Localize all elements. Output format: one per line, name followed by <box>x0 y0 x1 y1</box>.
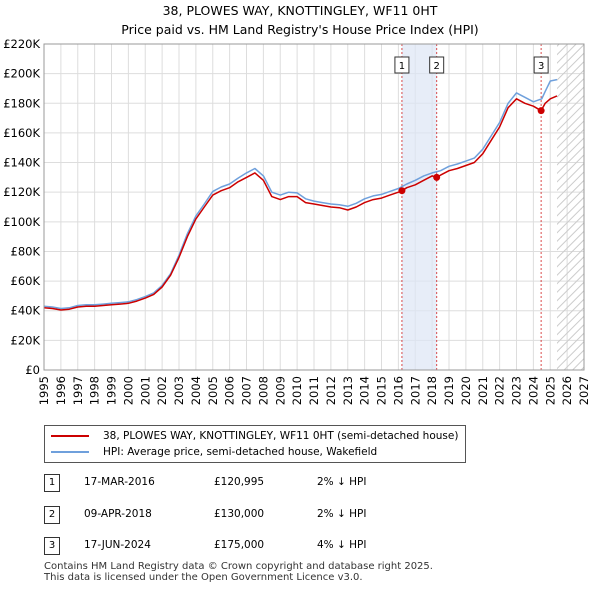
sale-span-shade <box>401 44 437 370</box>
chart-subtitle: Price paid vs. HM Land Registry's House … <box>121 22 479 37</box>
sale-label-text: 1 <box>399 61 405 72</box>
sale-price: £175,000 <box>214 539 265 551</box>
x-tick-label: 2021 <box>476 376 490 405</box>
axes: £0 £20K £40K £60K £80K £100K £120K £140K £160K £1… <box>3 37 591 405</box>
x-tick-label: 2004 <box>189 376 203 405</box>
chart-title-line1: 38, PLOWES WAY, KNOTTINGLEY, WF11 0HT <box>162 3 438 18</box>
x-tick-label: 2006 <box>223 376 237 405</box>
grid <box>43 43 585 371</box>
sale-label-text: 2 <box>433 61 439 72</box>
x-tick-label: 1998 <box>88 376 102 405</box>
x-tick-label: 2023 <box>510 376 524 405</box>
legend-item-hpi: HPI: Average price, semi-detached house,… <box>51 444 377 460</box>
sale-hpi-diff: 2% ↓ HPI <box>317 508 367 520</box>
y-tick-label: £80K <box>11 244 41 258</box>
x-tick-label: 2016 <box>391 376 405 405</box>
sale-row: 2 09-APR-2018 £130,000 2% ↓ HPI <box>44 506 464 524</box>
footer-attribution: Contains HM Land Registry data © Crown c… <box>44 561 433 583</box>
series-line-property <box>43 95 558 311</box>
x-tick-label: 2011 <box>307 376 321 405</box>
legend: 38, PLOWES WAY, KNOTTINGLEY, WF11 0HT (s… <box>44 425 466 463</box>
sale-label-text: 3 <box>538 61 544 72</box>
legend-swatch-property <box>51 435 89 437</box>
sale-hpi-diff: 2% ↓ HPI <box>317 476 367 488</box>
plot-frame <box>43 43 585 371</box>
sale-date: 17-MAR-2016 <box>84 476 155 488</box>
y-tick-label: £40K <box>11 304 41 318</box>
legend-swatch-hpi <box>51 451 89 453</box>
x-tick-label: 2015 <box>375 376 389 405</box>
sale-label-box <box>533 56 549 74</box>
x-tick-label: 2017 <box>408 376 422 405</box>
footer-line2: This data is licensed under the Open Gov… <box>44 572 363 583</box>
x-tick-label: 2010 <box>290 376 304 405</box>
x-tick-label: 2020 <box>459 376 473 405</box>
x-tick-label: 2019 <box>442 376 456 405</box>
legend-item-property: 38, PLOWES WAY, KNOTTINGLEY, WF11 0HT (s… <box>51 428 458 444</box>
x-tick-label: 1997 <box>71 376 85 405</box>
sale-row: 3 17-JUN-2024 £175,000 4% ↓ HPI <box>44 537 464 555</box>
x-tick-label: 2014 <box>358 376 372 405</box>
x-tick-label: 2018 <box>425 376 439 405</box>
y-tick-label: £140K <box>3 156 40 170</box>
series-line-hpi <box>43 78 558 310</box>
x-tick-label: 2002 <box>155 376 169 405</box>
x-tick-label: 2005 <box>206 376 220 405</box>
x-tick-label: 1995 <box>37 376 51 405</box>
sale-number-badge: 1 <box>44 474 60 492</box>
x-tick-label: 2012 <box>324 376 338 405</box>
x-tick-label: 2025 <box>543 376 557 405</box>
price-chart: 1 2 3 £0 £20K £40K £60K £80K £100K £120K £140K £16… <box>3 37 591 405</box>
footer-line1: Contains HM Land Registry data © Crown c… <box>44 561 433 572</box>
y-tick-label: £220K <box>3 37 40 51</box>
y-tick-label: £20K <box>11 333 41 347</box>
x-tick-label: 2001 <box>138 376 152 405</box>
sale-number-badge: 2 <box>44 506 60 524</box>
chart-title: 38, PLOWES WAY, KNOTTINGLEY, WF11 0HT Pr… <box>0 0 600 38</box>
sale-markers: 1 2 3 <box>394 56 549 195</box>
sale-date: 09-APR-2018 <box>84 508 152 520</box>
y-tick-label: £0 <box>25 363 40 377</box>
sale-label-box <box>429 56 445 74</box>
sale-hpi-diff: 4% ↓ HPI <box>317 539 367 551</box>
sale-date: 17-JUN-2024 <box>84 539 151 551</box>
sale-point <box>433 173 441 181</box>
sale-number-badge: 3 <box>44 537 60 555</box>
x-tick-label: 2003 <box>172 376 186 405</box>
x-tick-label: 2026 <box>560 376 574 405</box>
sale-point <box>537 107 545 115</box>
x-tick-label: 2024 <box>526 376 540 405</box>
x-tick-label: 2007 <box>240 376 254 405</box>
legend-label-hpi: HPI: Average price, semi-detached house,… <box>103 446 378 458</box>
x-tick-label: 1999 <box>105 376 119 405</box>
y-tick-label: £100K <box>3 215 40 229</box>
y-tick-label: £200K <box>3 67 40 81</box>
future-hatch-region <box>557 44 584 370</box>
sale-row: 1 17-MAR-2016 £120,995 2% ↓ HPI <box>44 474 464 492</box>
sale-label-box <box>394 56 410 74</box>
x-tick-label: 2000 <box>121 376 135 405</box>
series-group <box>43 78 558 311</box>
x-tick-label: 2022 <box>493 376 507 405</box>
y-tick-label: £120K <box>3 185 40 199</box>
y-tick-label: £60K <box>11 274 41 288</box>
sale-price: £120,995 <box>214 476 265 488</box>
x-tick-label: 2027 <box>577 376 591 405</box>
x-tick-label: 1996 <box>54 376 68 405</box>
x-tick-label: 2008 <box>256 376 270 405</box>
x-tick-label: 2009 <box>273 376 287 405</box>
y-tick-label: £160K <box>3 126 40 140</box>
sale-price: £130,000 <box>214 508 265 520</box>
legend-label-property: 38, PLOWES WAY, KNOTTINGLEY, WF11 0HT (s… <box>103 430 459 442</box>
y-tick-label: £180K <box>3 96 40 110</box>
x-tick-label: 2013 <box>341 376 355 405</box>
sale-point <box>398 187 406 195</box>
shaded-region <box>401 44 584 370</box>
